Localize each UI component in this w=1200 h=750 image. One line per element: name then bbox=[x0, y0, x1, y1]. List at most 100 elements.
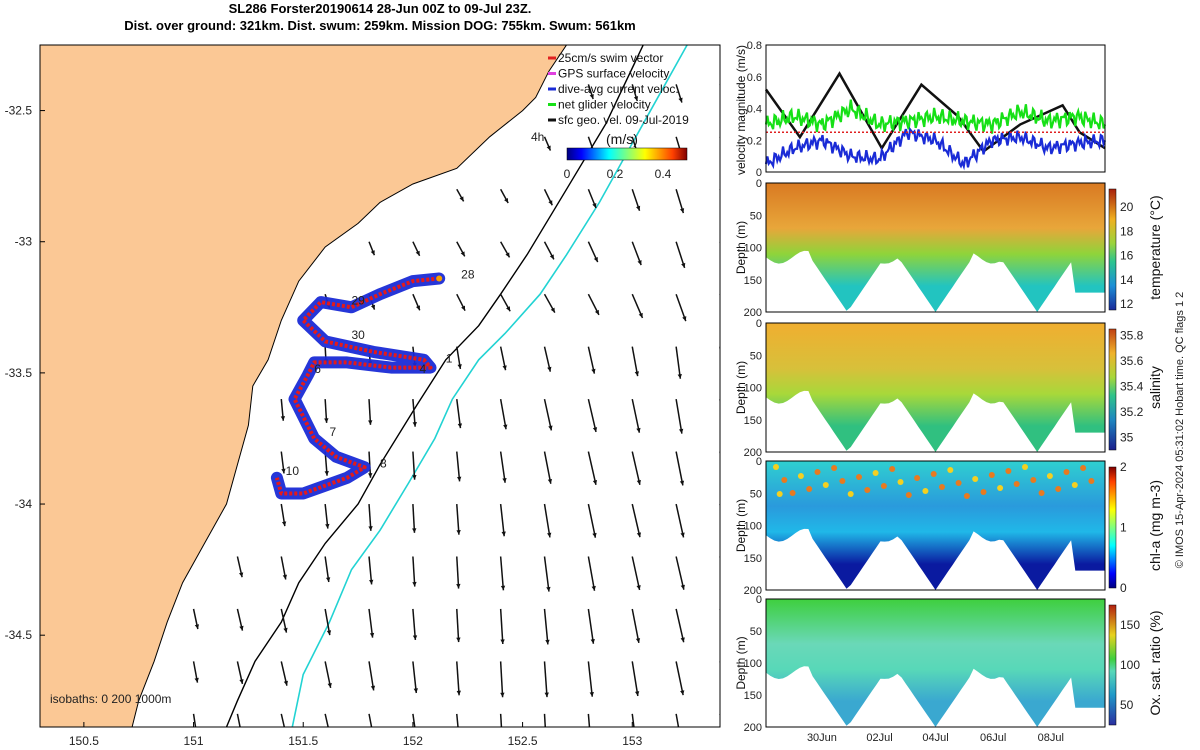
arrow-head bbox=[239, 733, 243, 738]
current-arrow bbox=[675, 451, 685, 486]
current-arrow bbox=[719, 608, 728, 642]
arrow-head bbox=[592, 479, 598, 485]
arrow-head bbox=[283, 627, 288, 633]
section-frame bbox=[765, 460, 1106, 591]
current-arrow bbox=[368, 713, 373, 727]
map-xtick-label: 150.5 bbox=[69, 734, 99, 748]
arrow-shaft bbox=[675, 556, 685, 590]
current-arrow bbox=[324, 713, 332, 741]
current-arrow bbox=[499, 608, 505, 645]
chl-patch bbox=[1013, 481, 1020, 487]
arrow-head bbox=[723, 98, 727, 103]
current-arrow bbox=[280, 661, 288, 686]
current-arrow bbox=[631, 346, 639, 377]
map-ytick-label: -34 bbox=[15, 497, 33, 511]
chl-patch bbox=[806, 486, 813, 492]
arrow-shaft bbox=[719, 661, 720, 665]
arrow-head bbox=[592, 203, 597, 208]
colorbar-tick: 35.4 bbox=[1120, 379, 1144, 393]
current-arrow bbox=[456, 241, 466, 257]
chl-patch bbox=[864, 487, 871, 493]
current-arrow bbox=[368, 399, 373, 425]
arrow-head bbox=[325, 577, 331, 582]
current-arrow bbox=[587, 608, 595, 644]
map-xtick-label: 153 bbox=[622, 734, 642, 748]
section-colorbar bbox=[1108, 188, 1117, 311]
section-ylabel: Depth (m) bbox=[734, 361, 748, 414]
arrow-head bbox=[680, 532, 685, 538]
colorbar-tick: 12 bbox=[1120, 297, 1134, 311]
arrow-shaft bbox=[587, 556, 596, 591]
current-arrow bbox=[412, 399, 417, 427]
current-arrow bbox=[499, 713, 503, 727]
arrow-head bbox=[724, 637, 728, 642]
arrow-shaft bbox=[631, 346, 639, 377]
section-colorbar bbox=[1108, 466, 1117, 589]
arrow-shaft bbox=[675, 503, 685, 538]
current-arrow bbox=[587, 556, 596, 591]
arrow-head bbox=[681, 262, 686, 268]
section-colorbar bbox=[1108, 328, 1117, 451]
section-ytick: 150 bbox=[744, 690, 762, 702]
day-label-10: 10 bbox=[286, 464, 300, 478]
current-arrow bbox=[499, 398, 508, 430]
current-arrow bbox=[675, 608, 685, 643]
arrow-shaft bbox=[368, 608, 374, 638]
section-ytick: 100 bbox=[744, 383, 762, 395]
arrow-head bbox=[548, 200, 553, 206]
current-vectors bbox=[192, 84, 729, 741]
arrow-head bbox=[638, 312, 643, 318]
current-arrow bbox=[675, 556, 685, 590]
arrow-shaft bbox=[675, 713, 680, 727]
chl-patch bbox=[1046, 473, 1053, 479]
section-ytick: 200 bbox=[744, 307, 762, 319]
current-arrow bbox=[236, 661, 244, 685]
current-arrow bbox=[456, 399, 463, 429]
day-label-4: 4 bbox=[419, 362, 426, 376]
current-arrow bbox=[719, 136, 720, 140]
isobaths-label: isobaths: 0 200 1000m bbox=[50, 692, 171, 706]
colorbar-tick: 18 bbox=[1120, 224, 1134, 238]
arrow-head bbox=[725, 265, 729, 270]
current-arrow bbox=[192, 713, 197, 727]
section-data-fill bbox=[766, 599, 1105, 727]
arrow-head bbox=[548, 425, 553, 431]
colorbar-tick: 16 bbox=[1120, 249, 1134, 263]
current-arrow bbox=[631, 293, 644, 319]
arrow-head bbox=[679, 208, 685, 214]
map-xtick-label: 152 bbox=[403, 734, 423, 748]
swim-vector-track bbox=[274, 276, 440, 496]
arrow-shaft bbox=[587, 398, 597, 433]
arrow-head bbox=[328, 736, 332, 741]
arrow-shaft bbox=[675, 661, 684, 696]
current-arrow bbox=[675, 661, 685, 696]
chl-patch bbox=[822, 482, 829, 488]
current-arrow bbox=[631, 84, 639, 102]
arrow-shaft bbox=[499, 398, 507, 430]
arrow-head bbox=[633, 96, 639, 102]
arrow-head bbox=[368, 473, 373, 478]
time-label: 4h bbox=[531, 130, 544, 144]
current-arrow bbox=[324, 556, 331, 583]
day-label-1: 1 bbox=[446, 351, 453, 365]
current-arrow bbox=[631, 451, 641, 485]
map-ytick-label: -34.5 bbox=[5, 628, 33, 642]
arrow-head bbox=[547, 532, 552, 538]
map-xtick-label: 151.5 bbox=[288, 734, 318, 748]
chl-patch bbox=[776, 491, 783, 497]
arrow-head bbox=[721, 430, 725, 435]
current-arrow bbox=[192, 608, 200, 630]
chl-patch bbox=[997, 485, 1004, 491]
arrow-head bbox=[412, 581, 417, 587]
section-ytick: 150 bbox=[744, 275, 762, 287]
section-panel-0: 0 50 100 150 200 Depth (m) 12 14 16 18 20 temperatu… bbox=[734, 178, 1163, 319]
velocity-bg bbox=[766, 45, 1105, 172]
map-ytick-label: -32.5 bbox=[5, 104, 33, 118]
arrow-head bbox=[412, 421, 417, 427]
current-arrow bbox=[499, 661, 505, 698]
current-arrow bbox=[456, 661, 461, 696]
arrow-head bbox=[368, 526, 373, 531]
arrow-head bbox=[457, 423, 463, 429]
current-arrow bbox=[543, 293, 556, 313]
chl-patch bbox=[1071, 482, 1078, 488]
